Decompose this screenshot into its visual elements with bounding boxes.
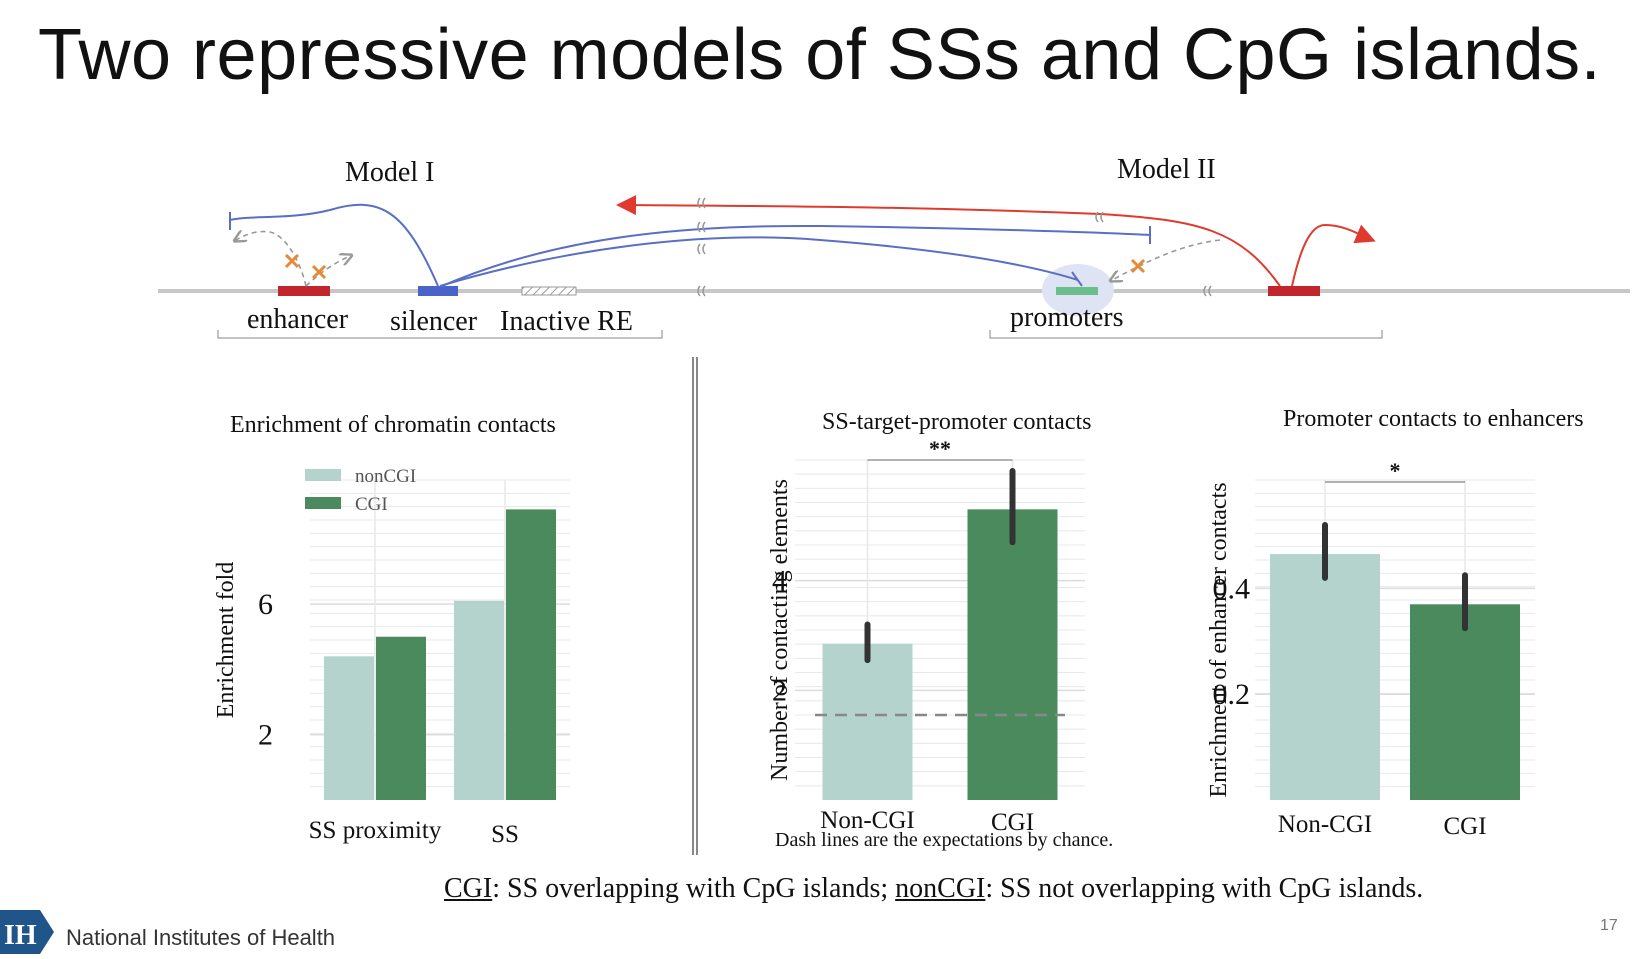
chart2-ylabel: Number of contacting elements [767, 479, 793, 781]
enhancer-label: enhancer [247, 304, 349, 335]
chart2-ytick-label: 4 [772, 565, 787, 598]
cross-icon [284, 253, 300, 269]
chance-note: Dash lines are the expectations by chanc… [775, 829, 1114, 851]
chart2-significance-label: ** [929, 440, 951, 461]
chart3-bar-Non-CGI [1270, 554, 1380, 800]
enhancer-arc-local [1291, 223, 1376, 287]
silencer-label: silencer [390, 306, 478, 337]
chart3-ytick-label: 0.4 [1213, 572, 1251, 605]
chart1-bar-CGI [506, 509, 556, 800]
chart1-ytick-label: 6 [258, 588, 273, 621]
silencer-arc-promoter-tbar [1071, 271, 1083, 287]
footnote-cgi-def: : SS overlapping with CpG islands; [492, 873, 896, 904]
silencer-arc-left [229, 203, 439, 287]
footnote-noncgi-term: nonCGI [895, 873, 986, 904]
chart1-category-label: SS proximity [309, 817, 442, 844]
footnote-noncgi-def: : SS not overlapping with CpG islands. [985, 873, 1424, 904]
promoters-label: promoters [1010, 302, 1124, 333]
chart3-significance-label: * [1390, 458, 1401, 483]
inactive-re-label: Inactive RE [500, 306, 633, 337]
promoter-block [1056, 287, 1098, 295]
chart3-bar-CGI [1410, 604, 1520, 800]
chart2-ytick-label: 2 [772, 674, 787, 707]
footnote-cgi-term: CGI [444, 873, 493, 904]
chart3-ytick-label: 0.2 [1213, 678, 1251, 711]
silencer-arc-promoter [439, 236, 1079, 287]
blocked-contact-promoter [1112, 239, 1221, 280]
chart1-bar-nonCGI [324, 656, 374, 800]
enhancer-block-right [1268, 286, 1320, 296]
chart3-title: Promoter contacts to enhancers [1283, 406, 1584, 432]
slide-title: Two repressive models of SSs and CpG isl… [38, 15, 1602, 95]
chart-enrichment-contacts: 2 6 Enrichment fold SS proximity SS nonCGI CGI [213, 466, 570, 848]
page-number: 17 [1600, 917, 1618, 934]
enhancer-arc-long [616, 195, 1281, 287]
chart2-category-label: Non-CGI [820, 807, 914, 834]
nih-logo: IH [0, 910, 60, 954]
chart2-title: SS-target-promoter contacts [822, 409, 1092, 435]
model2-bracket [989, 330, 1383, 339]
footer-org: National Institutes of Health [66, 925, 336, 950]
chart2-bar-CGI [967, 509, 1058, 800]
model1-bracket [217, 330, 663, 339]
panel-divider [692, 357, 698, 855]
model-diagram [158, 195, 1630, 339]
chart1-title: Enrichment of chromatin contacts [230, 412, 556, 438]
blocked-contact-left [236, 232, 307, 287]
model2-label: Model II [1117, 154, 1216, 185]
chart1-legend-label: CGI [355, 494, 388, 515]
chart1-category-label: SS [491, 821, 519, 848]
silencer-arc-far [441, 224, 1151, 287]
enhancer-block [278, 286, 330, 296]
chart3-category-label: CGI [1443, 813, 1486, 840]
cross-icon [1130, 258, 1146, 274]
chart1-legend-swatch-CGI [305, 497, 341, 509]
chart1-bar-nonCGI [454, 600, 504, 800]
nih-logo-text: IH [4, 920, 37, 951]
chart1-legend-label: nonCGI [355, 466, 416, 487]
footnote: CGI: SS overlapping with CpG islands; no… [444, 873, 1423, 905]
cross-icon [311, 264, 327, 280]
silencer-block [418, 286, 458, 296]
break-mark [697, 197, 1212, 297]
chart2-bar-Non-CGI [822, 643, 913, 800]
inactive-re-block [521, 286, 577, 296]
chart1-ytick-label: 2 [258, 719, 273, 752]
chart3-ylabel: Enrichment of enhancer contacts [1206, 482, 1232, 797]
chart3-category-label: Non-CGI [1278, 811, 1372, 838]
model1-label: Model I [345, 157, 435, 188]
chart1-legend-swatch-nonCGI [305, 469, 341, 481]
blocked-contact-right [305, 256, 350, 287]
chart1-bar-CGI [376, 636, 426, 800]
chart2-category-label: CGI [991, 809, 1034, 836]
chart1-ylabel: Enrichment fold [213, 562, 239, 719]
